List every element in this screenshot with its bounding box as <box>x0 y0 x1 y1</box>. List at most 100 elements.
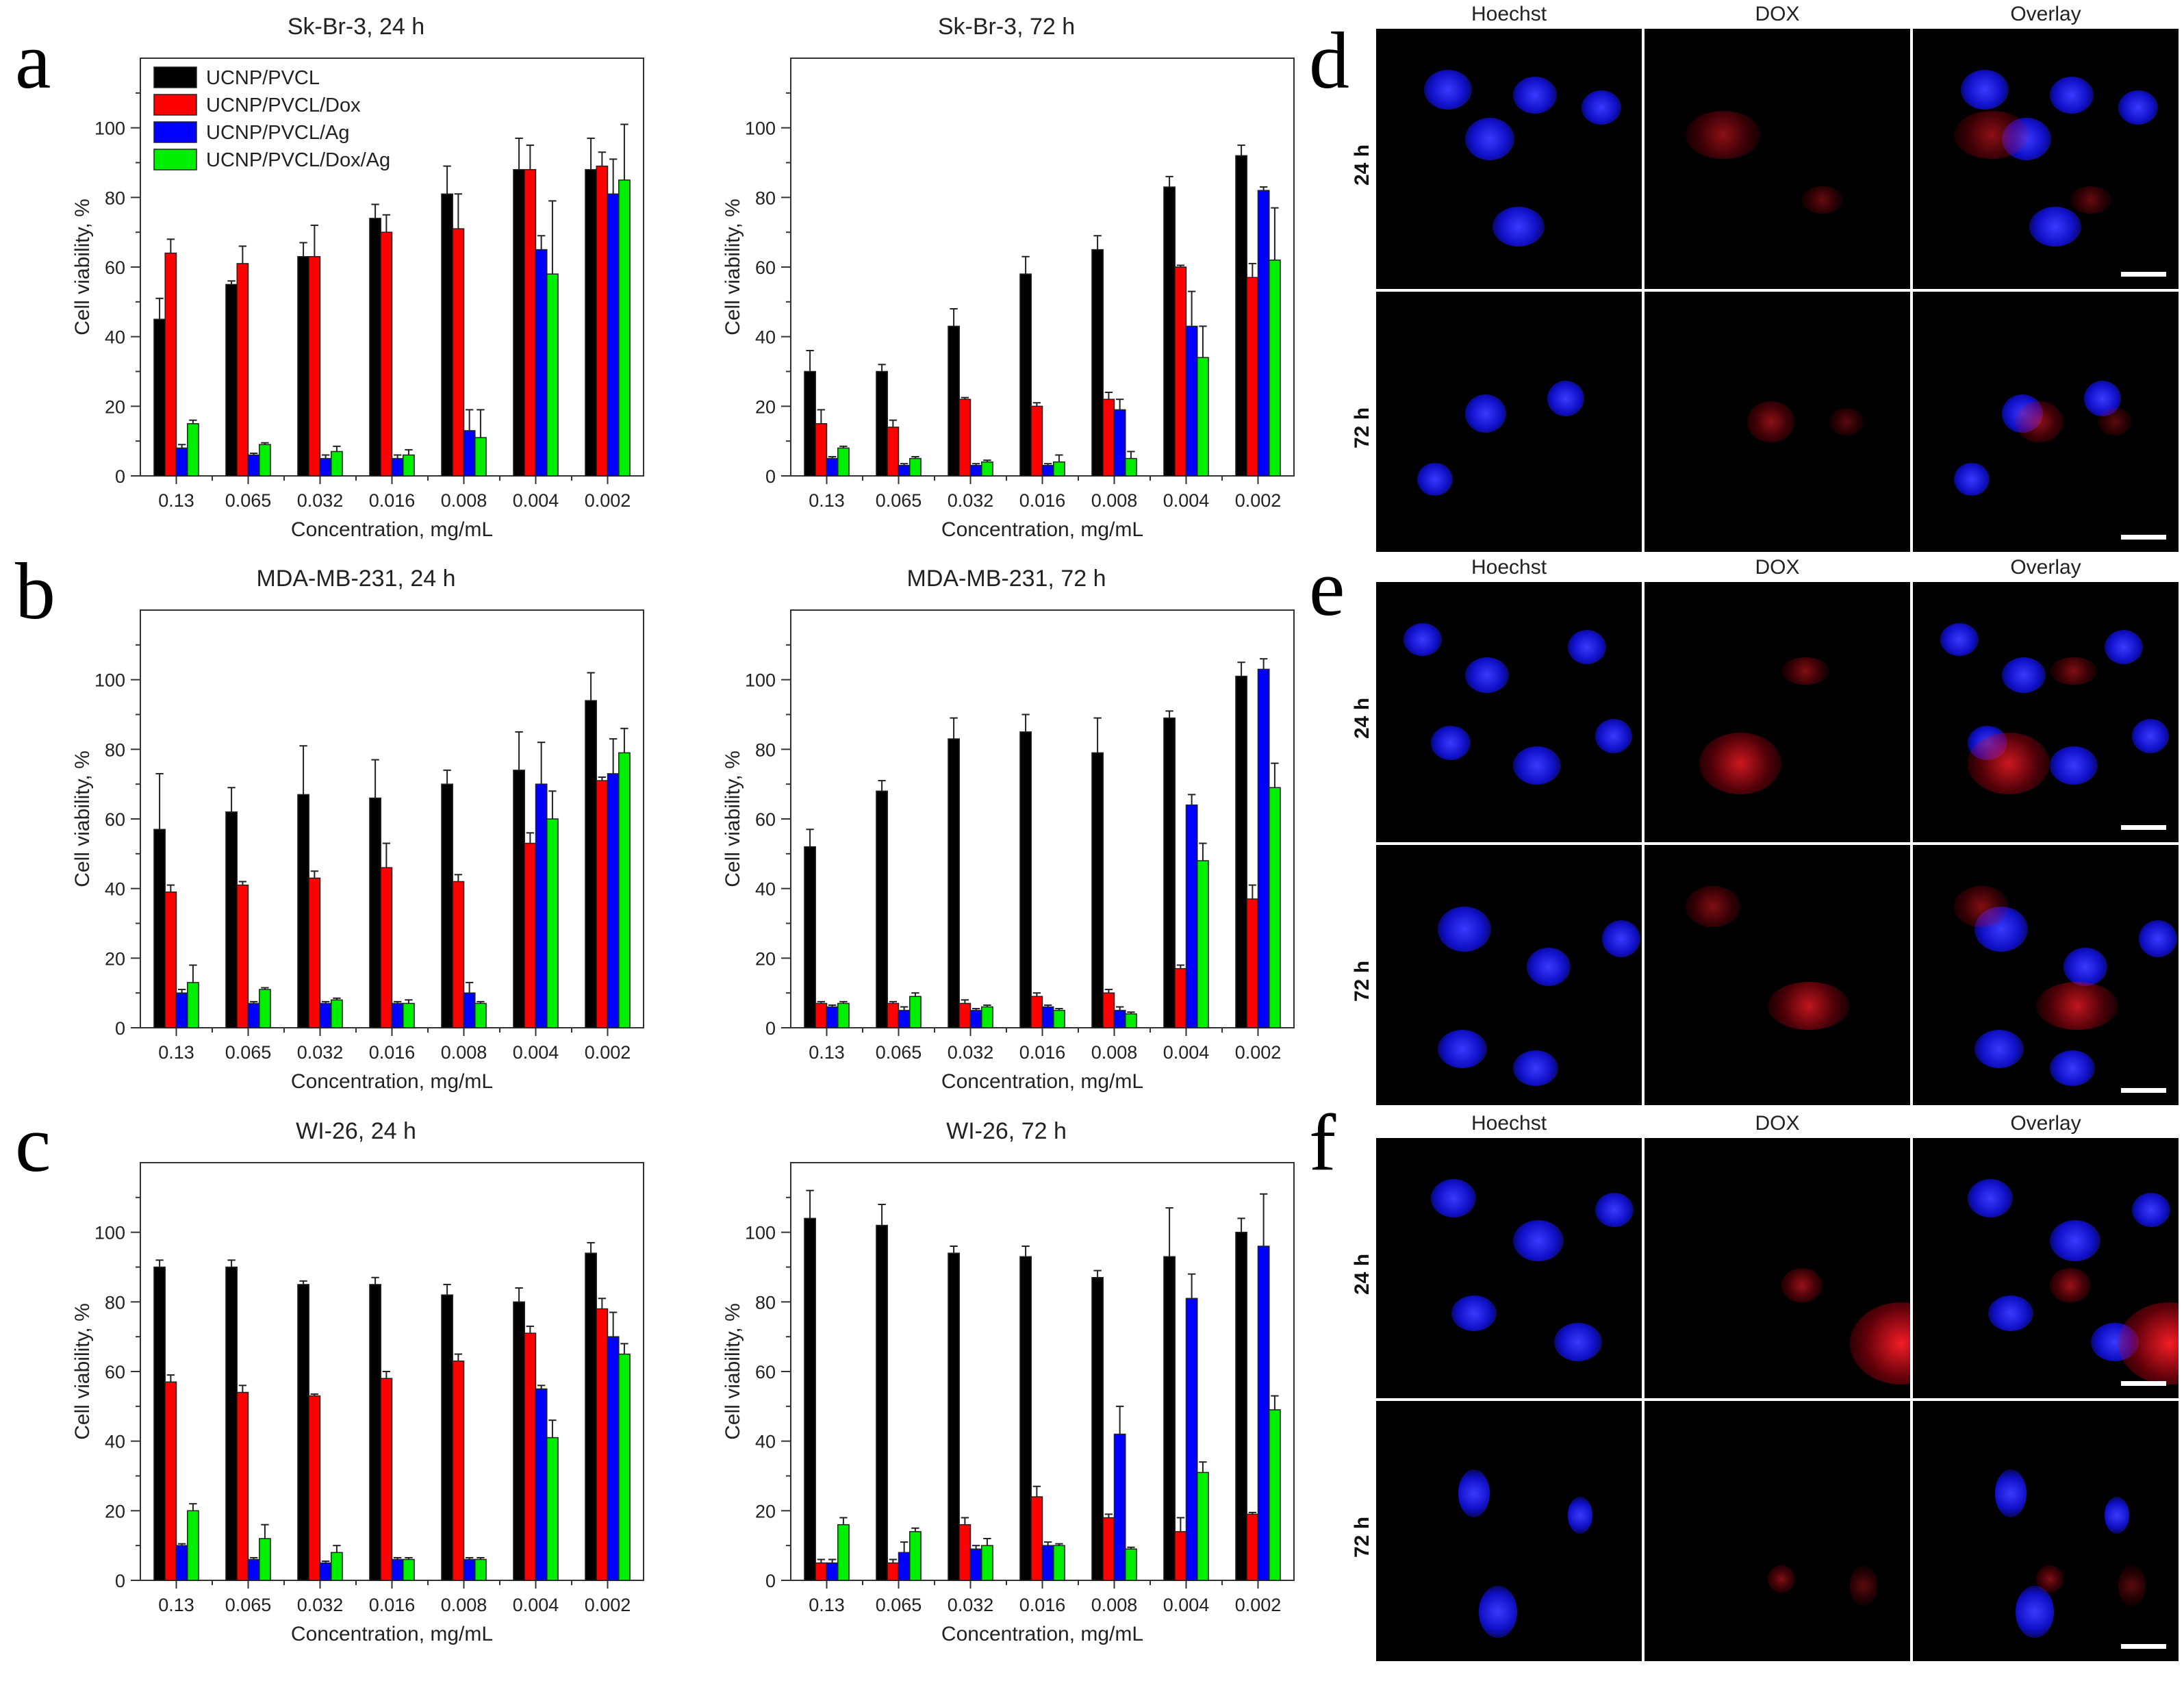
microscopy-image <box>1645 1401 1910 1661</box>
y-tick-label: 0 <box>765 1018 776 1039</box>
panel-letter-c: c <box>15 1099 51 1189</box>
bar <box>308 1395 321 1581</box>
bar <box>259 989 271 1028</box>
y-axis-label: Cell viability, % <box>722 1303 744 1440</box>
bar <box>1041 1006 1054 1028</box>
bar <box>319 457 332 477</box>
y-axis-label: Cell viability, % <box>722 199 744 336</box>
y-axis-label: Cell viability, % <box>71 1303 94 1440</box>
bar <box>441 1294 453 1581</box>
nucleus-blob <box>2139 920 2177 957</box>
bar <box>618 1353 631 1581</box>
dox-signal-blob <box>1968 733 2050 794</box>
bar <box>958 1002 972 1028</box>
bar <box>1197 1471 1209 1581</box>
chart-mdamb231-72h: MDA-MB-231, 72 h 0 20 40 60 80 100 0.13 0.065 0.0… <box>705 566 1308 1100</box>
bar <box>297 1284 309 1581</box>
nucleus-blob <box>1513 1050 1558 1086</box>
bar <box>225 811 238 1028</box>
bar <box>876 1224 888 1581</box>
dox-signal-blob <box>1850 1565 1877 1606</box>
dox-signal-blob <box>1954 111 2029 159</box>
bar <box>474 1002 487 1028</box>
bar <box>837 1002 850 1028</box>
dox-signal-blob <box>2036 1565 2064 1593</box>
x-tick-label: 0.002 <box>1235 1595 1282 1615</box>
legend-label: UCNP/PVCL/Dox <box>206 94 361 116</box>
x-tick-label: 0.002 <box>1235 490 1282 511</box>
bar <box>513 770 525 1028</box>
y-tick-label: 0 <box>115 1571 125 1591</box>
x-axis-label: Concentration, mg/mL <box>291 1623 493 1645</box>
bar <box>826 457 839 477</box>
legend-swatch <box>153 149 197 170</box>
bar <box>369 1284 381 1581</box>
legend-swatch <box>153 94 197 116</box>
microscopy-image <box>1376 29 1642 289</box>
x-tick-label: 0.008 <box>1091 1042 1138 1063</box>
chart-svg: 0 20 40 60 80 100 0.13 0.065 0.032 0.016 0.008 0.00… <box>71 1162 644 1645</box>
bar <box>164 252 177 477</box>
microscopy-image <box>1645 292 1910 552</box>
column-header-hoechst: Hoechst <box>1471 556 1547 579</box>
x-tick-label: 0.032 <box>297 1595 344 1615</box>
x-tick-label: 0.004 <box>1163 1595 1210 1615</box>
bar <box>1091 1277 1104 1581</box>
y-tick-label: 0 <box>115 466 125 487</box>
bar <box>1185 1298 1198 1581</box>
nucleus-blob <box>1988 1295 2033 1331</box>
panel-letter-d: d <box>1309 16 1349 105</box>
bar <box>308 256 321 477</box>
column-header-hoechst: Hoechst <box>1471 1112 1547 1135</box>
y-tick-label: 100 <box>94 670 125 691</box>
chart-skbr3-24h: Sk-Br-3, 24 h 0 20 40 60 80 100 0.13 0.065 0.032 0… <box>55 14 657 548</box>
bar <box>804 1217 816 1581</box>
y-tick-label: 20 <box>105 396 125 417</box>
bar <box>1125 1013 1137 1028</box>
legend-label: UCNP/PVCL/Ag <box>206 122 350 144</box>
x-tick-label: 0.13 <box>158 490 194 511</box>
plot-frame <box>790 609 1295 1028</box>
bar <box>607 193 620 477</box>
bar <box>441 783 453 1028</box>
nucleus-blob <box>1940 623 1979 656</box>
dox-signal-blob <box>1954 886 2009 927</box>
chart-skbr3-72h: Sk-Br-3, 72 h 0 20 40 60 80 100 0.13 0.065 0.032 0… <box>705 14 1308 548</box>
bar <box>1091 752 1104 1028</box>
bar <box>1235 675 1247 1028</box>
bar <box>948 325 960 477</box>
scale-bar <box>2121 825 2166 830</box>
bar <box>969 1548 982 1581</box>
bar <box>1113 1433 1126 1581</box>
bar <box>596 1308 609 1581</box>
chart-svg: 0 20 40 60 80 100 0.13 0.065 0.032 0.016 0.008 0.00… <box>722 58 1295 541</box>
chart-wi26-24h: WI-26, 24 h 0 20 40 60 80 100 0.13 0.065 0.032 0.0… <box>55 1118 657 1652</box>
dox-signal-blob <box>2036 982 2118 1030</box>
x-tick-label: 0.13 <box>809 490 845 511</box>
nucleus-blob <box>1493 207 1545 247</box>
bar <box>236 1391 249 1581</box>
panel-letter-b: b <box>15 546 55 636</box>
nucleus-blob <box>2132 719 2169 753</box>
bar <box>981 1006 993 1028</box>
row-label: 24 h <box>1351 697 1373 739</box>
bar <box>153 1266 166 1581</box>
x-tick-label: 0.13 <box>809 1042 845 1063</box>
x-tick-label: 0.032 <box>948 1042 994 1063</box>
bar <box>225 283 238 477</box>
bar <box>1185 325 1198 477</box>
bar <box>535 1388 548 1581</box>
bar <box>1053 1545 1065 1581</box>
chart-svg: 0 20 40 60 80 100 0.13 0.065 0.032 0.016 0.008 0.00… <box>722 609 1295 1093</box>
x-tick-label: 0.13 <box>158 1042 194 1063</box>
column-header-overlay: Overlay <box>2010 556 2081 579</box>
x-tick-label: 0.002 <box>585 1042 631 1063</box>
microscopy-image <box>1913 1138 2179 1398</box>
bar <box>948 738 960 1028</box>
y-tick-label: 80 <box>755 1292 776 1313</box>
bar <box>969 1009 982 1028</box>
x-axis-label: Concentration, mg/mL <box>941 518 1143 541</box>
bar <box>876 790 888 1028</box>
nucleus-blob <box>2064 948 2107 986</box>
bar <box>391 1558 404 1581</box>
